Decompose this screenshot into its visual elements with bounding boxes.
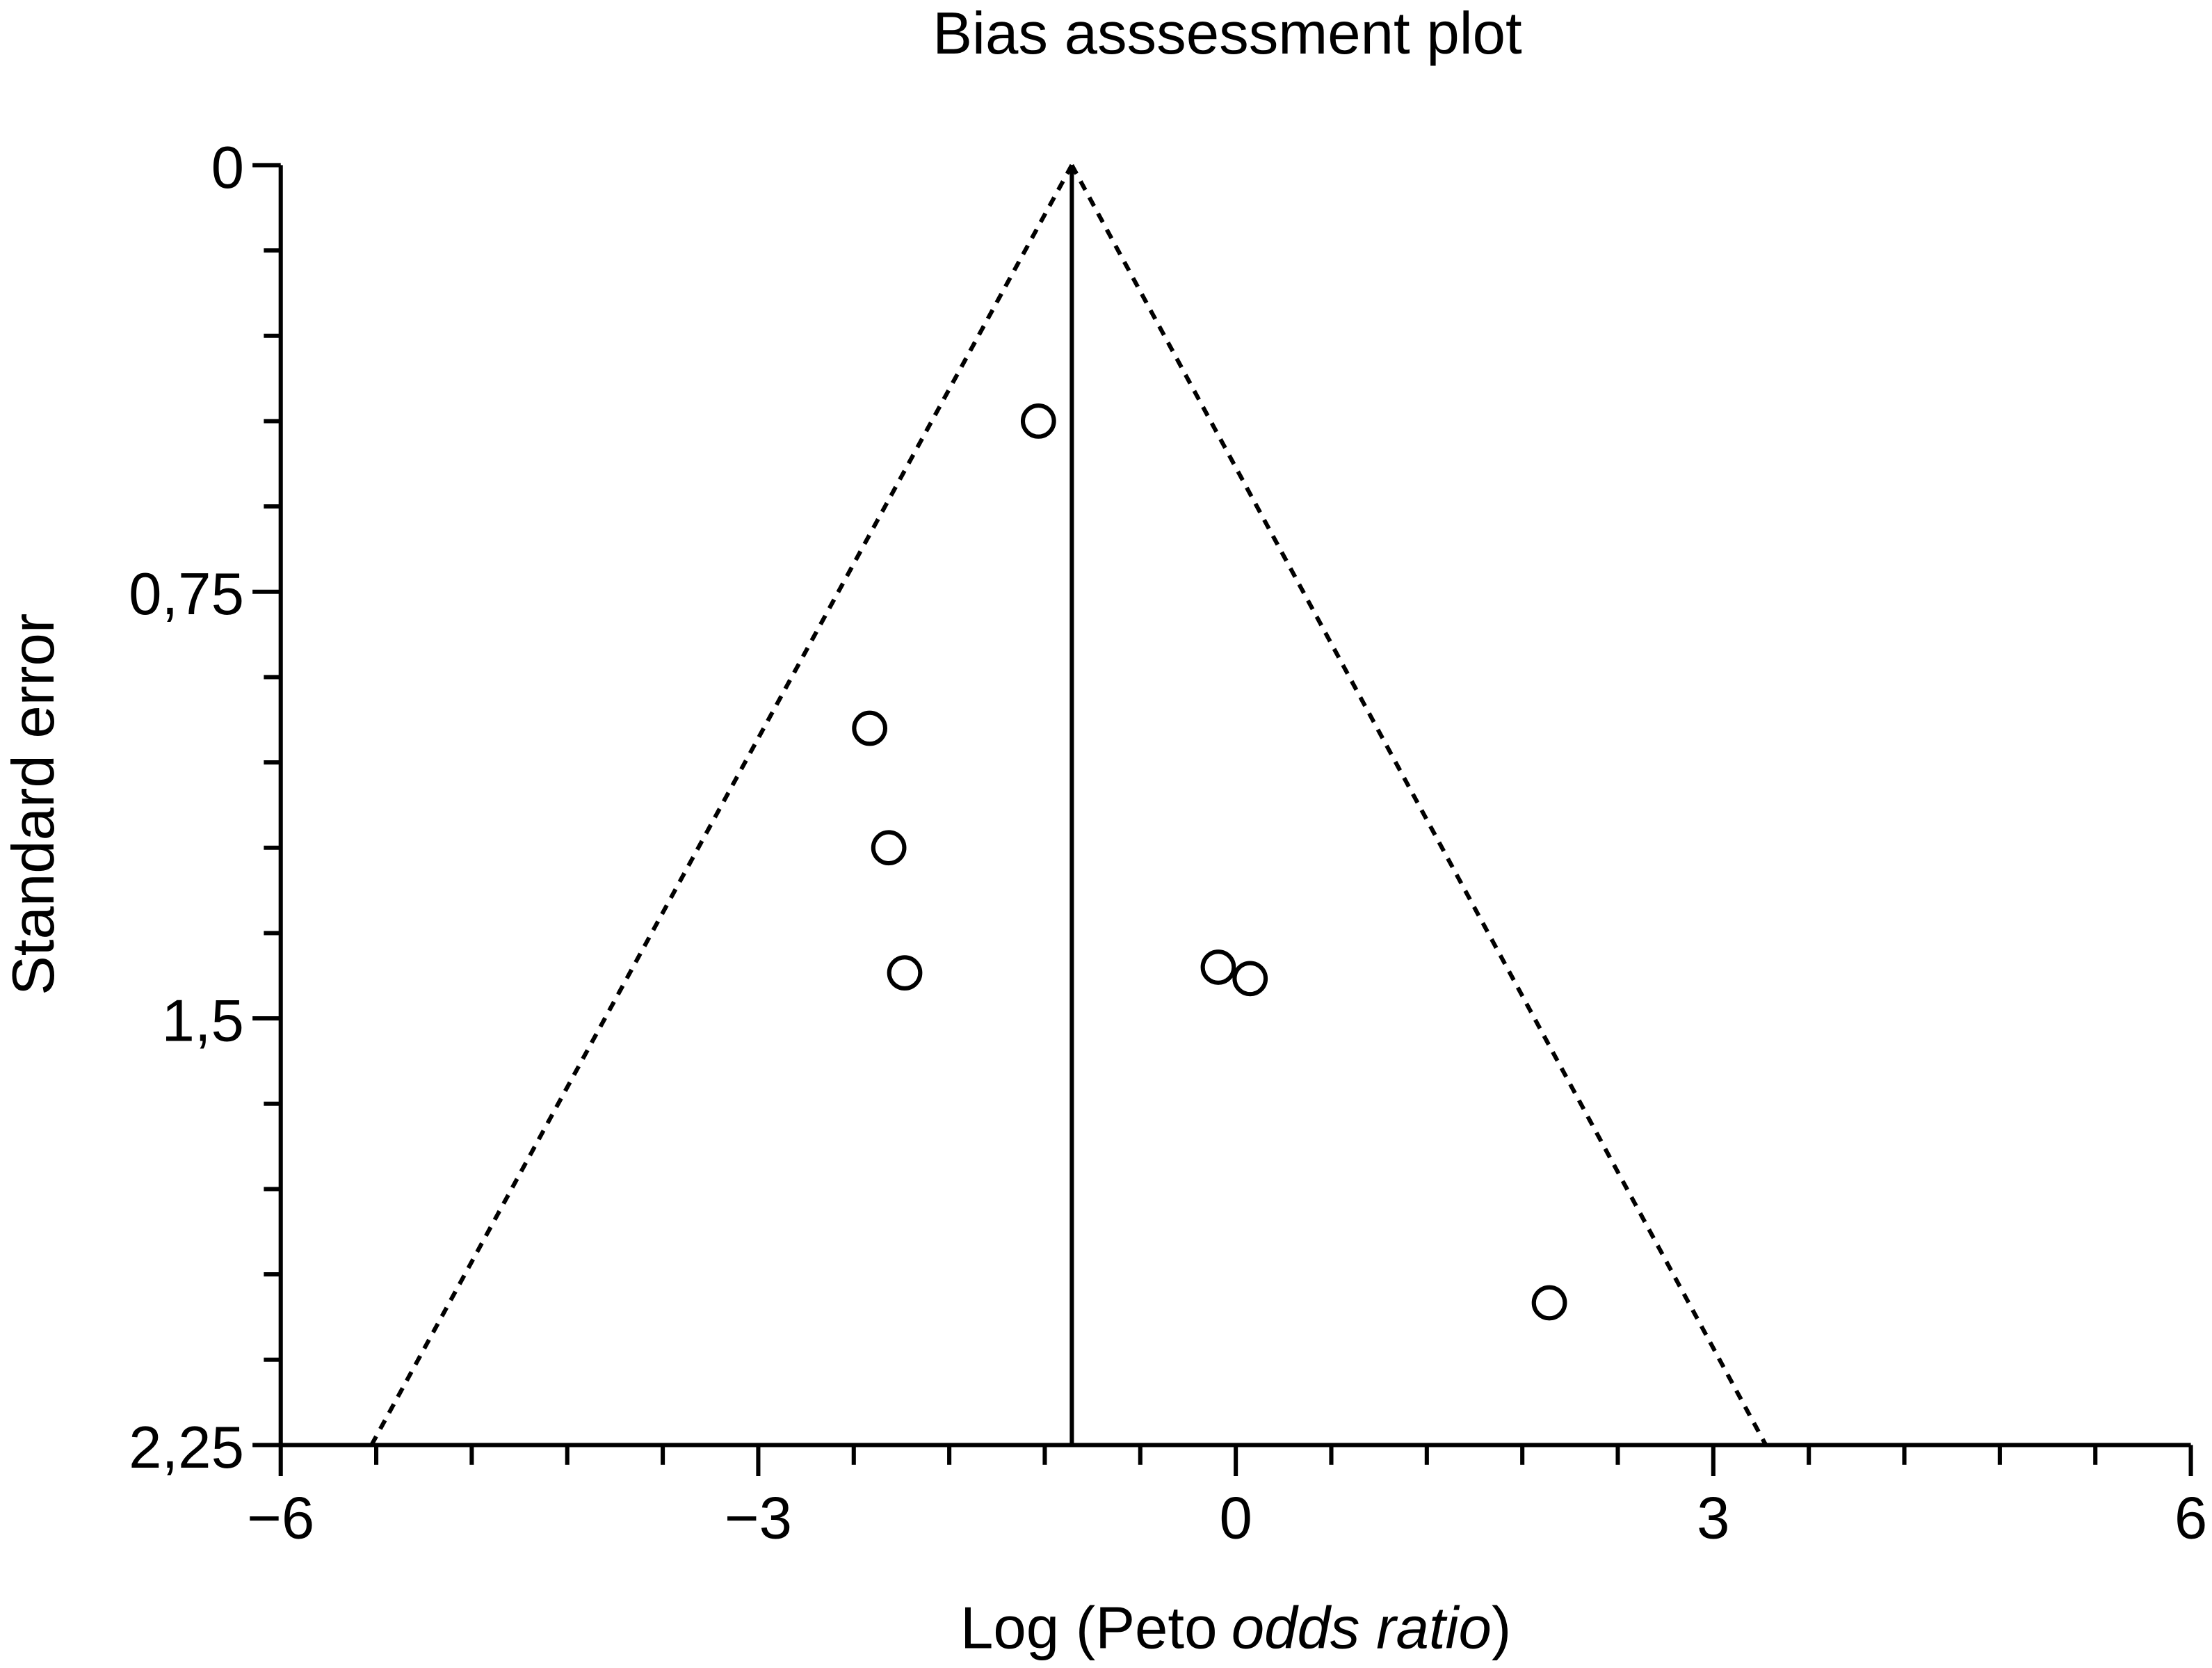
point bbox=[871, 830, 907, 866]
point bbox=[1232, 961, 1268, 997]
x-tick-label: 3 bbox=[1697, 1485, 1729, 1551]
x-axis-label-part: odds ratio bbox=[1232, 1596, 1492, 1662]
point bbox=[852, 710, 888, 746]
y-tick-label: 1,5 bbox=[162, 988, 244, 1054]
funnel-line bbox=[1069, 163, 1768, 1446]
point bbox=[1020, 403, 1056, 439]
x-tick-label: −6 bbox=[247, 1485, 314, 1551]
point bbox=[887, 955, 923, 991]
x-tick-label: 6 bbox=[2174, 1485, 2207, 1551]
x-tick-label: −3 bbox=[725, 1485, 792, 1551]
x-tick-label: 0 bbox=[1219, 1485, 1252, 1551]
y-tick-label: 0,75 bbox=[129, 561, 244, 627]
x-axis-label-part: Log (Peto bbox=[960, 1596, 1217, 1662]
x-axis-label-part: ) bbox=[1492, 1596, 1511, 1662]
point bbox=[1531, 1285, 1567, 1321]
y-tick-label: 2,25 bbox=[129, 1415, 244, 1481]
chart-title: Bias asssessment plot bbox=[933, 1, 1522, 67]
y-axis-label: Standard error bbox=[1, 614, 67, 995]
point bbox=[1200, 949, 1236, 985]
funnel-line bbox=[369, 163, 1074, 1446]
y-tick-label: 0 bbox=[211, 135, 244, 201]
x-axis-label: Log (Peto odds ratio) bbox=[960, 1596, 1511, 1662]
